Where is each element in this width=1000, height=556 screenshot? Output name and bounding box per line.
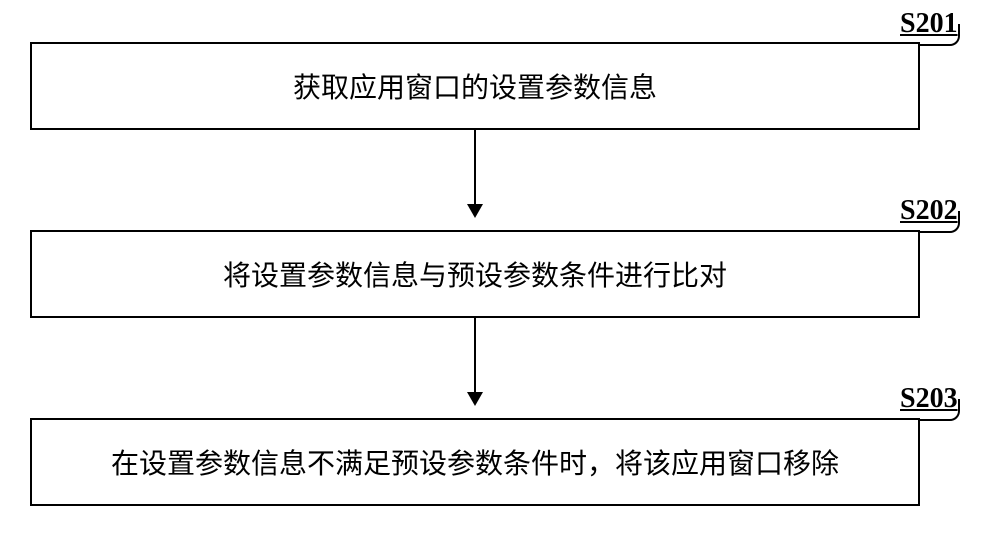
step-box-1: 获取应用窗口的设置参数信息 bbox=[30, 42, 920, 130]
connector-line-1 bbox=[920, 24, 960, 46]
connector-line-2 bbox=[920, 211, 960, 233]
connector-line-3 bbox=[920, 399, 960, 421]
step-text-1: 获取应用窗口的设置参数信息 bbox=[293, 66, 657, 106]
step-box-3: 在设置参数信息不满足预设参数条件时，将该应用窗口移除 bbox=[30, 418, 920, 506]
step-text-3: 在设置参数信息不满足预设参数条件时，将该应用窗口移除 bbox=[111, 442, 839, 482]
step-text-2: 将设置参数信息与预设参数条件进行比对 bbox=[223, 254, 727, 294]
step-box-2: 将设置参数信息与预设参数条件进行比对 bbox=[30, 230, 920, 318]
arrow-2 bbox=[474, 318, 476, 404]
arrow-1 bbox=[474, 130, 476, 216]
